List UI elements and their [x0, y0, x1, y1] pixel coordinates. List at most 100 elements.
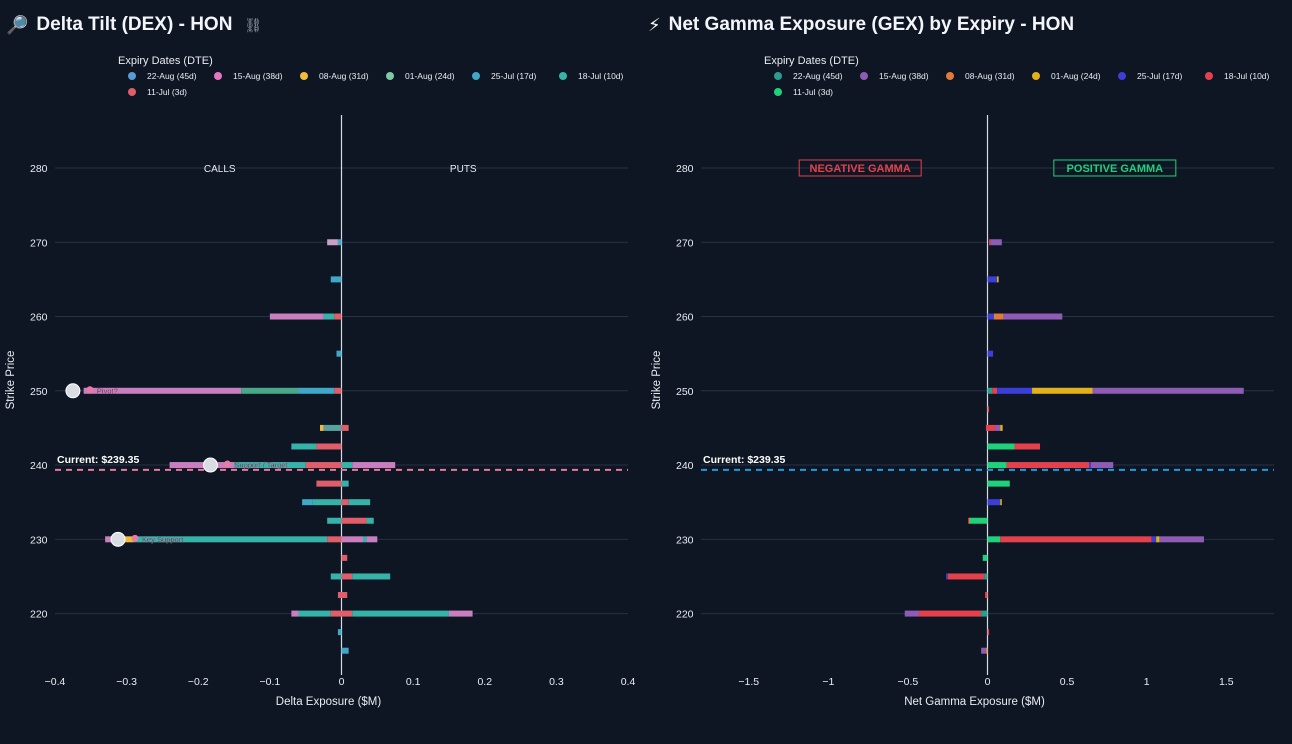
bar-segment [990, 239, 1002, 246]
marker-dot [202, 457, 218, 473]
y-tick-label: 270 [676, 237, 694, 249]
y-axis-label: Strike Price [5, 351, 17, 410]
y-tick-label: 230 [30, 534, 48, 546]
bar-segment [323, 424, 342, 431]
bar-segment [947, 573, 985, 580]
bar-segment [987, 387, 993, 394]
magnifier-icon: 🔎 [6, 14, 29, 35]
bar-segment [269, 313, 324, 320]
bar-segment [985, 592, 988, 599]
marker-label: Support / Target [234, 461, 288, 470]
bar-segment [341, 462, 353, 469]
legend-label: 25-Jul (17d) [491, 71, 537, 81]
marker-dot [65, 383, 81, 399]
x-tick-label: 0.1 [406, 676, 421, 688]
bar-segment [997, 276, 999, 283]
bar-segment [341, 573, 353, 580]
bar-segment [327, 536, 342, 543]
y-tick-label: 220 [676, 609, 694, 621]
side-label: CALLS [204, 164, 236, 175]
bar-segment [981, 610, 988, 617]
legend-label: 18-Jul (10d) [578, 71, 624, 81]
x-axis-label: Delta Exposure ($M) [276, 696, 382, 708]
bar-segment [352, 610, 449, 617]
bar-segment [241, 387, 299, 394]
bar-segment [341, 554, 348, 561]
bar-segment [1159, 536, 1204, 543]
bar-segment [1000, 424, 1003, 431]
bar-segment [362, 536, 367, 543]
bar-segment [989, 239, 991, 246]
legend-marker [1032, 72, 1040, 80]
x-tick-label: −1 [822, 676, 834, 688]
bar-segment [312, 499, 342, 506]
x-tick-label: −0.2 [188, 676, 209, 688]
legend-label: 11-Jul (3d) [793, 87, 833, 97]
bar-segment [987, 276, 998, 283]
bar-segment [341, 610, 353, 617]
x-tick-label: −0.4 [45, 676, 66, 688]
bar-segment [337, 629, 342, 636]
x-axis-label: Net Gamma Exposure ($M) [904, 696, 1045, 708]
bar-segment [1000, 536, 1152, 543]
legend-label: 01-Aug (24d) [1051, 71, 1101, 81]
bar-segment [341, 499, 349, 506]
bar-segment [366, 517, 374, 524]
bar-segment [987, 443, 1015, 450]
legend-marker [1118, 72, 1126, 80]
x-tick-label: 0.5 [1060, 676, 1075, 688]
bar-segment [995, 424, 1001, 431]
bar-segment [946, 573, 948, 580]
bar-segment [119, 536, 134, 543]
bar-segment [987, 480, 1010, 487]
legend-title: Expiry Dates (DTE) [118, 55, 213, 67]
y-tick-label: 240 [676, 460, 694, 472]
bar-segment [341, 517, 367, 524]
bar-segment [1092, 387, 1244, 394]
y-tick-label: 250 [676, 386, 694, 398]
lightning-icon: ⚡ [648, 14, 661, 35]
bar-segment [1151, 536, 1157, 543]
bar-segment [919, 610, 982, 617]
x-tick-label: −0.3 [116, 676, 137, 688]
legend-label: 22-Aug (45d) [793, 71, 843, 81]
bar-segment [987, 499, 1001, 506]
bar-segment [316, 480, 342, 487]
x-tick-label: −0.5 [898, 676, 919, 688]
bar-segment [323, 313, 335, 320]
marker-icon [86, 386, 94, 394]
y-tick-label: 280 [30, 163, 48, 175]
marker-dot [110, 531, 126, 547]
y-tick-label: 220 [30, 609, 48, 621]
x-tick-label: 0.4 [621, 676, 636, 688]
bar-segment [305, 462, 342, 469]
bar-segment [969, 517, 988, 524]
legend-marker [774, 72, 782, 80]
bar-segment [1014, 443, 1041, 450]
bar-segment [334, 387, 342, 394]
legend-marker [214, 72, 222, 80]
bar-segment [330, 276, 342, 283]
bar-segment [968, 517, 970, 524]
bar-segment [987, 462, 1007, 469]
bar-segment [987, 406, 990, 413]
bar-segment [337, 592, 348, 599]
link-icon[interactable]: ⛓ [244, 16, 263, 33]
x-tick-label: 1 [1144, 676, 1150, 688]
x-tick-label: 1.5 [1219, 676, 1234, 688]
gamma-region-label: POSITIVE GAMMA [1067, 163, 1164, 175]
gamma-region-box [798, 159, 922, 177]
bar-segment [1156, 536, 1160, 543]
bar-segment [997, 387, 1033, 394]
x-tick-label: 0 [339, 676, 345, 688]
legend-marker [300, 72, 308, 80]
bar-segment [341, 480, 349, 487]
x-tick-label: 0.3 [549, 676, 564, 688]
bar-segment [982, 554, 988, 561]
bar-segment [987, 313, 994, 320]
legend-marker [472, 72, 480, 80]
bar-segment [987, 350, 994, 357]
bar-segment [1006, 462, 1090, 469]
bar-segment [352, 573, 391, 580]
gex-chart: Expiry Dates (DTE) 22-Aug (45d) 15-Aug (38… [651, 55, 1274, 708]
